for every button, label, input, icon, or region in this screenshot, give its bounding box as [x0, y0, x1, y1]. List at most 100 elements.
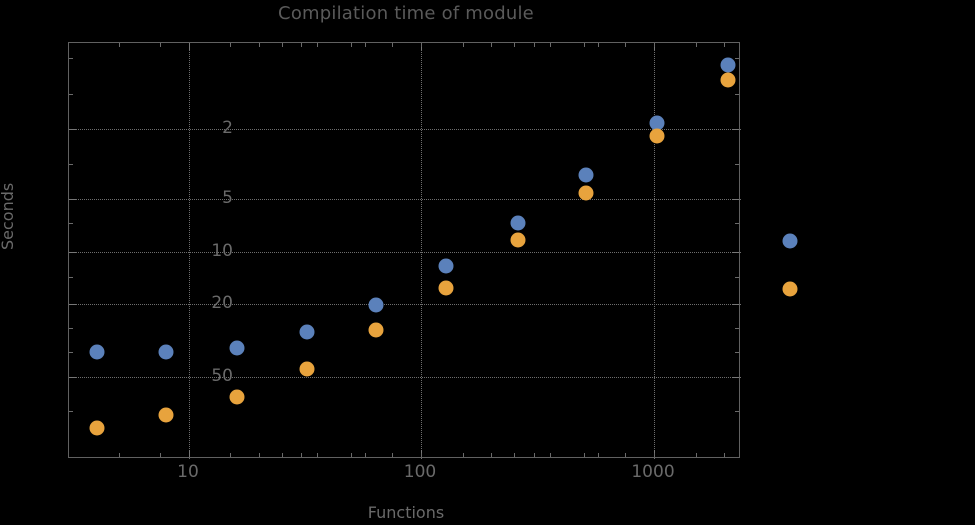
x-tick-minor [654, 453, 655, 457]
x-tick-minor-top [365, 43, 366, 47]
x-tick-minor [514, 453, 515, 457]
data-point-orange [299, 361, 315, 377]
data-point-blue [89, 344, 105, 360]
data-point-blue [229, 340, 245, 356]
y-tick-major-right [732, 304, 739, 305]
y-tick-minor [69, 58, 73, 59]
y-tick-major-right [732, 252, 739, 253]
x-tick-minor-top [259, 43, 260, 47]
x-tick-major-top [189, 43, 190, 50]
y-tick-major-right [732, 199, 739, 200]
data-point-orange [89, 420, 105, 436]
x-tick-label: 100 [403, 462, 437, 482]
y-tick-major-right [732, 377, 739, 378]
x-tick-minor [259, 453, 260, 457]
data-point-orange [510, 232, 526, 248]
x-tick-minor-top [301, 43, 302, 47]
x-tick-minor-top [696, 43, 697, 47]
x-tick-minor [550, 453, 551, 457]
x-tick-minor-top [421, 43, 422, 47]
y-tick-minor-right [735, 164, 739, 165]
gridline-vertical [421, 43, 422, 459]
data-point-blue [158, 344, 174, 360]
x-tick-minor-top [463, 43, 464, 47]
x-tick-minor [282, 453, 283, 457]
x-tick-minor [119, 453, 120, 457]
y-tick-label: 50 [211, 366, 233, 386]
y-tick-minor-right [735, 328, 739, 329]
x-tick-minor [598, 453, 599, 457]
data-point-blue [720, 57, 736, 73]
x-axis-title: Functions [367, 503, 445, 522]
data-point-blue [578, 167, 594, 183]
x-tick-minor [365, 453, 366, 457]
data-point-orange [720, 72, 736, 88]
x-tick-minor-top [392, 43, 393, 47]
x-tick-minor-top [282, 43, 283, 47]
y-tick-minor [69, 164, 73, 165]
y-tick-major-right [732, 129, 739, 130]
data-point-blue [649, 115, 665, 131]
x-tick-label: 1000 [631, 462, 675, 482]
x-tick-minor [301, 453, 302, 457]
data-point-orange [158, 407, 174, 423]
x-tick-minor [463, 453, 464, 457]
y-tick-minor-right [735, 352, 739, 353]
y-tick-label: 10 [211, 241, 233, 261]
y-tick-minor [69, 352, 73, 353]
x-tick-minor [584, 453, 585, 457]
y-tick-minor [69, 94, 73, 95]
x-tick-minor-top [491, 43, 492, 47]
plot-area [68, 42, 741, 459]
x-tick-minor-top [230, 43, 231, 47]
x-tick-minor-top [598, 43, 599, 47]
x-tick-minor-top [724, 43, 725, 47]
gridline-vertical [189, 43, 190, 459]
y-tick-minor [69, 411, 73, 412]
data-point-orange [578, 185, 594, 201]
x-tick-label: 10 [177, 462, 199, 482]
x-tick-minor-top [654, 43, 655, 47]
gridline-horizontal [69, 129, 741, 130]
chart-title: Compilation time of module [278, 3, 534, 24]
y-axis-title: Seconds [0, 182, 17, 250]
x-tick-minor-top [119, 43, 120, 47]
x-tick-minor-top [534, 43, 535, 47]
x-tick-minor-top [514, 43, 515, 47]
y-tick-major [69, 129, 76, 130]
y-tick-label: 5 [222, 188, 233, 208]
data-point-blue [368, 297, 384, 313]
data-point-orange [368, 322, 384, 338]
gridline-horizontal [69, 199, 741, 200]
x-tick-minor [160, 453, 161, 457]
data-point-blue [299, 324, 315, 340]
gridline-horizontal [69, 252, 741, 253]
data-point-blue [510, 215, 526, 231]
data-point-orange [438, 280, 454, 296]
x-tick-major [189, 450, 190, 457]
x-tick-minor-top [351, 43, 352, 47]
gridline-horizontal [69, 304, 741, 305]
data-point-orange [782, 281, 798, 297]
x-tick-minor-top [317, 43, 318, 47]
x-tick-minor-top [160, 43, 161, 47]
x-tick-minor [351, 453, 352, 457]
data-point-orange [229, 389, 245, 405]
x-tick-minor-top [584, 43, 585, 47]
y-tick-major [69, 377, 76, 378]
y-tick-minor-right [735, 411, 739, 412]
y-tick-major [69, 252, 76, 253]
x-tick-minor [491, 453, 492, 457]
y-tick-minor-right [735, 223, 739, 224]
y-tick-major [69, 304, 76, 305]
y-tick-major [69, 199, 76, 200]
y-tick-minor [69, 277, 73, 278]
x-tick-minor [230, 453, 231, 457]
data-point-orange [649, 128, 665, 144]
y-tick-minor-right [735, 58, 739, 59]
gridline-vertical [654, 43, 655, 459]
data-point-blue [438, 258, 454, 274]
data-point-blue [782, 233, 798, 249]
y-tick-minor [69, 328, 73, 329]
